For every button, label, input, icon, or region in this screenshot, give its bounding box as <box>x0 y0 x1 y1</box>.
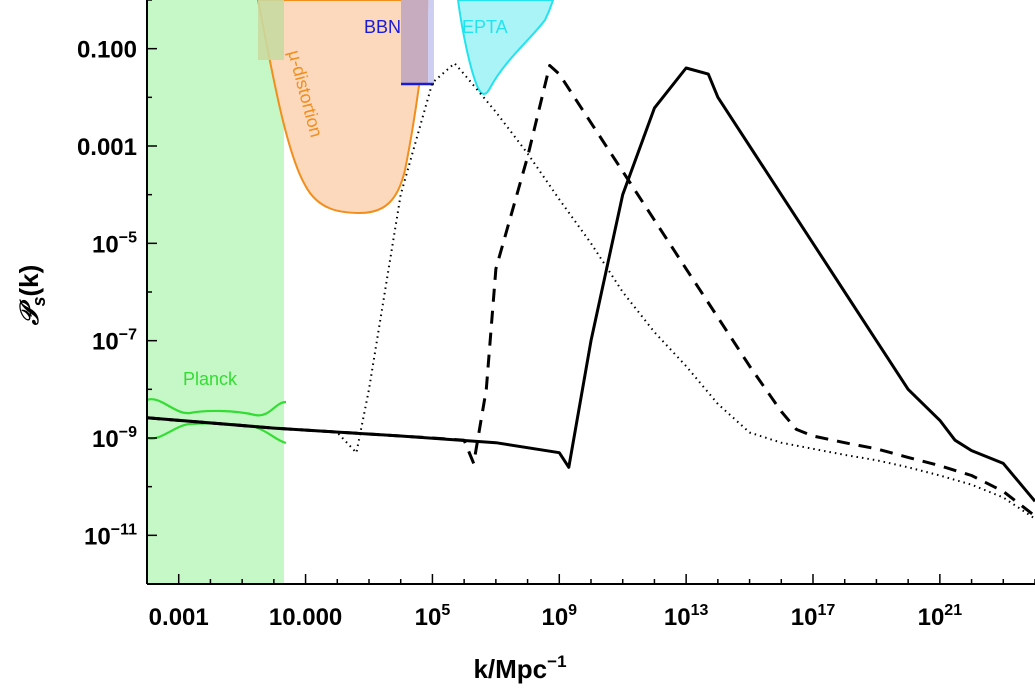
x-tick-label: 0.001 <box>149 604 209 631</box>
region-label-planck: Planck <box>183 369 238 389</box>
x-tick-label: 1021 <box>918 602 963 631</box>
planck-band-upper <box>147 398 287 417</box>
y-tick-label: 10−5 <box>92 229 137 258</box>
y-tick-label: 10−9 <box>92 424 137 453</box>
x-tick-label: 10.000 <box>269 604 342 631</box>
series-layer <box>147 62 1035 520</box>
mu-distortion-region <box>256 0 430 215</box>
x-tick-label: 109 <box>541 602 577 631</box>
y-tick-label: 10−7 <box>92 327 137 356</box>
planck-mu-overlap <box>258 0 284 60</box>
constraint-regions <box>147 0 555 584</box>
x-tick-label: 1013 <box>664 602 709 631</box>
epta-region <box>456 0 555 95</box>
x-tick-label: 105 <box>415 602 451 631</box>
y-axis-label: 𝒫s(k) <box>14 265 49 327</box>
bbn-mu-overlap <box>401 0 428 84</box>
series-solid-line <box>147 66 1035 503</box>
series-dashed-line <box>147 64 1035 518</box>
y-tick-label: 0.001 <box>77 134 137 161</box>
y-tick-label: 10−11 <box>84 521 137 550</box>
region-label-epta: EPTA <box>462 17 508 37</box>
x-tick-label: 1017 <box>791 602 836 631</box>
y-tick-label: 0.100 <box>77 37 137 64</box>
planck-region <box>147 0 284 584</box>
region-label-bbn: BBN <box>364 17 401 37</box>
x-axis-label: k/Mpc−1 <box>473 652 566 684</box>
ticks: 0.001 10.000 105 109 1013 1017 1021 0.100 0.001 1… <box>77 0 1035 631</box>
